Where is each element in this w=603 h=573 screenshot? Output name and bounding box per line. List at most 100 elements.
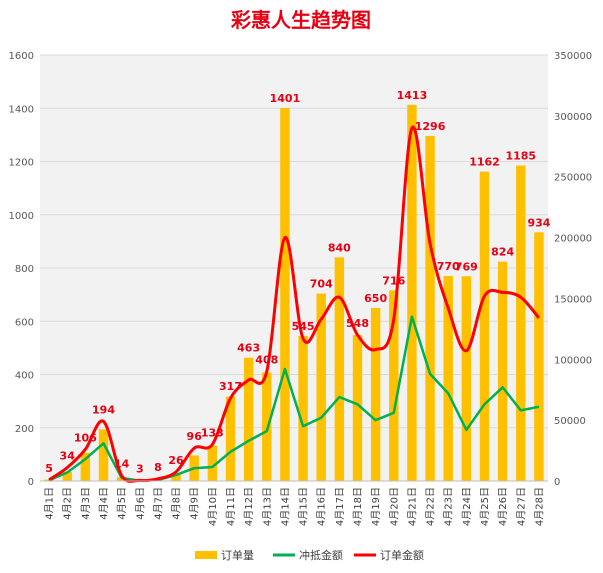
x-tick-label: 4月11日 — [225, 487, 237, 526]
x-tick-label: 4月19日 — [370, 487, 382, 526]
data-label: 545 — [292, 320, 315, 333]
right-tick-label: 250000 — [554, 173, 592, 184]
data-label: 716 — [382, 274, 405, 287]
data-label: 824 — [491, 246, 514, 259]
bar — [280, 107, 290, 481]
bar — [316, 293, 326, 481]
data-label: 96 — [187, 430, 203, 443]
right-tick-label: 300000 — [554, 112, 592, 123]
legend-label: 订单金额 — [380, 548, 424, 562]
bar — [370, 307, 381, 481]
bar — [389, 290, 399, 481]
data-label: 704 — [310, 278, 333, 291]
right-tick-label: 150000 — [554, 294, 592, 305]
left-tick-label: 1400 — [9, 104, 34, 115]
x-tick-label: 4月14日 — [279, 487, 291, 526]
legend-label: 订单量 — [221, 549, 254, 562]
left-axis: 0 200 400 600 800 1000 1200 1400 1600 — [9, 51, 34, 488]
data-label: 1413 — [397, 89, 428, 102]
x-tick-label: 4月28日 — [533, 487, 545, 526]
x-tick-label: 4月9日 — [189, 487, 201, 520]
x-tick-label: 4月27日 — [515, 487, 527, 526]
x-tick-label: 4月24日 — [461, 487, 473, 526]
legend-label: 冲抵金额 — [299, 548, 343, 562]
data-label: 1401 — [270, 92, 301, 105]
right-tick-label: 50000 — [554, 416, 586, 427]
bar — [80, 452, 91, 481]
legend-swatch-bar — [195, 551, 217, 559]
bar — [534, 232, 544, 481]
data-label: 106 — [74, 431, 97, 444]
line-订单金额 — [48, 125, 541, 483]
bar — [425, 135, 435, 481]
data-label: 3 — [136, 462, 144, 475]
x-tick-label: 4月4日 — [98, 487, 110, 520]
data-label: 1162 — [469, 156, 500, 169]
x-tick-label: 4月15日 — [298, 487, 310, 526]
bar — [243, 357, 254, 481]
data-label: 133 — [201, 426, 224, 439]
bar — [207, 445, 218, 481]
bar — [62, 471, 72, 481]
data-label: 14 — [114, 458, 130, 471]
bar — [516, 165, 526, 481]
data-label: 408 — [255, 353, 278, 366]
x-tick-label: 4月12日 — [243, 487, 255, 526]
x-tick-label: 4月5日 — [116, 487, 128, 520]
bar-series — [44, 104, 544, 481]
data-label: 463 — [237, 342, 260, 355]
bar — [334, 257, 345, 481]
left-tick-label: 800 — [15, 264, 34, 275]
bar — [443, 275, 453, 481]
left-tick-label: 1200 — [9, 158, 34, 169]
data-label: 840 — [328, 241, 351, 254]
x-tick-label: 4月22日 — [425, 487, 437, 526]
bar — [225, 396, 236, 481]
data-label: 317 — [219, 380, 242, 393]
x-tick-label: 4月20日 — [388, 487, 400, 526]
left-tick-label: 1000 — [9, 211, 34, 222]
x-tick-label: 4月16日 — [316, 487, 328, 526]
x-tick-label: 4月10日 — [207, 487, 219, 526]
data-label: 8 — [154, 461, 162, 474]
bar — [98, 429, 109, 481]
x-tick-label: 4月6日 — [134, 487, 146, 520]
data-label: 34 — [60, 450, 76, 463]
data-label: 650 — [364, 292, 387, 305]
x-tick-label: 4月21日 — [406, 487, 418, 526]
bar — [171, 474, 181, 481]
x-tick-label: 4月13日 — [261, 487, 273, 526]
bar — [352, 335, 363, 481]
chart-title: 彩惠人生趋势图 — [230, 8, 371, 32]
x-tick-label: 4月2日 — [62, 487, 74, 520]
bar — [461, 276, 472, 481]
right-tick-label: 100000 — [554, 355, 592, 366]
data-label: 5 — [45, 462, 53, 475]
right-axis: 0 50000 100000 150000 200000 250000 300000 3500… — [554, 51, 592, 488]
data-label: 1185 — [505, 149, 536, 162]
data-label: 1296 — [415, 120, 446, 133]
line-series — [48, 125, 541, 483]
left-tick-label: 0 — [28, 477, 34, 488]
x-tick-label: 4月7日 — [152, 487, 164, 520]
legend: 订单量 冲抵金额 订单金额 — [195, 548, 424, 562]
data-label: 26 — [168, 454, 184, 467]
right-tick-label: 0 — [554, 477, 560, 488]
x-tick-label: 4月18日 — [352, 487, 364, 526]
left-tick-label: 1600 — [9, 51, 34, 62]
data-label: 770 — [437, 260, 460, 273]
x-tick-label: 4月26日 — [497, 487, 509, 526]
x-axis: 4月1日 4月2日 4月3日 4月4日 4月5日 4月6日 4月7日 4月8日 4月9日 4月10… — [40, 480, 548, 526]
data-label: 548 — [346, 317, 369, 330]
x-tick-label: 4月25日 — [479, 487, 491, 526]
left-tick-label: 600 — [15, 317, 34, 328]
x-tick-label: 4月3日 — [80, 487, 92, 520]
left-tick-label: 400 — [15, 371, 34, 382]
right-tick-label: 200000 — [554, 234, 592, 245]
x-tick-label: 4月1日 — [44, 487, 56, 520]
left-tick-label: 200 — [15, 424, 34, 435]
x-tick-label: 4月23日 — [443, 487, 455, 526]
